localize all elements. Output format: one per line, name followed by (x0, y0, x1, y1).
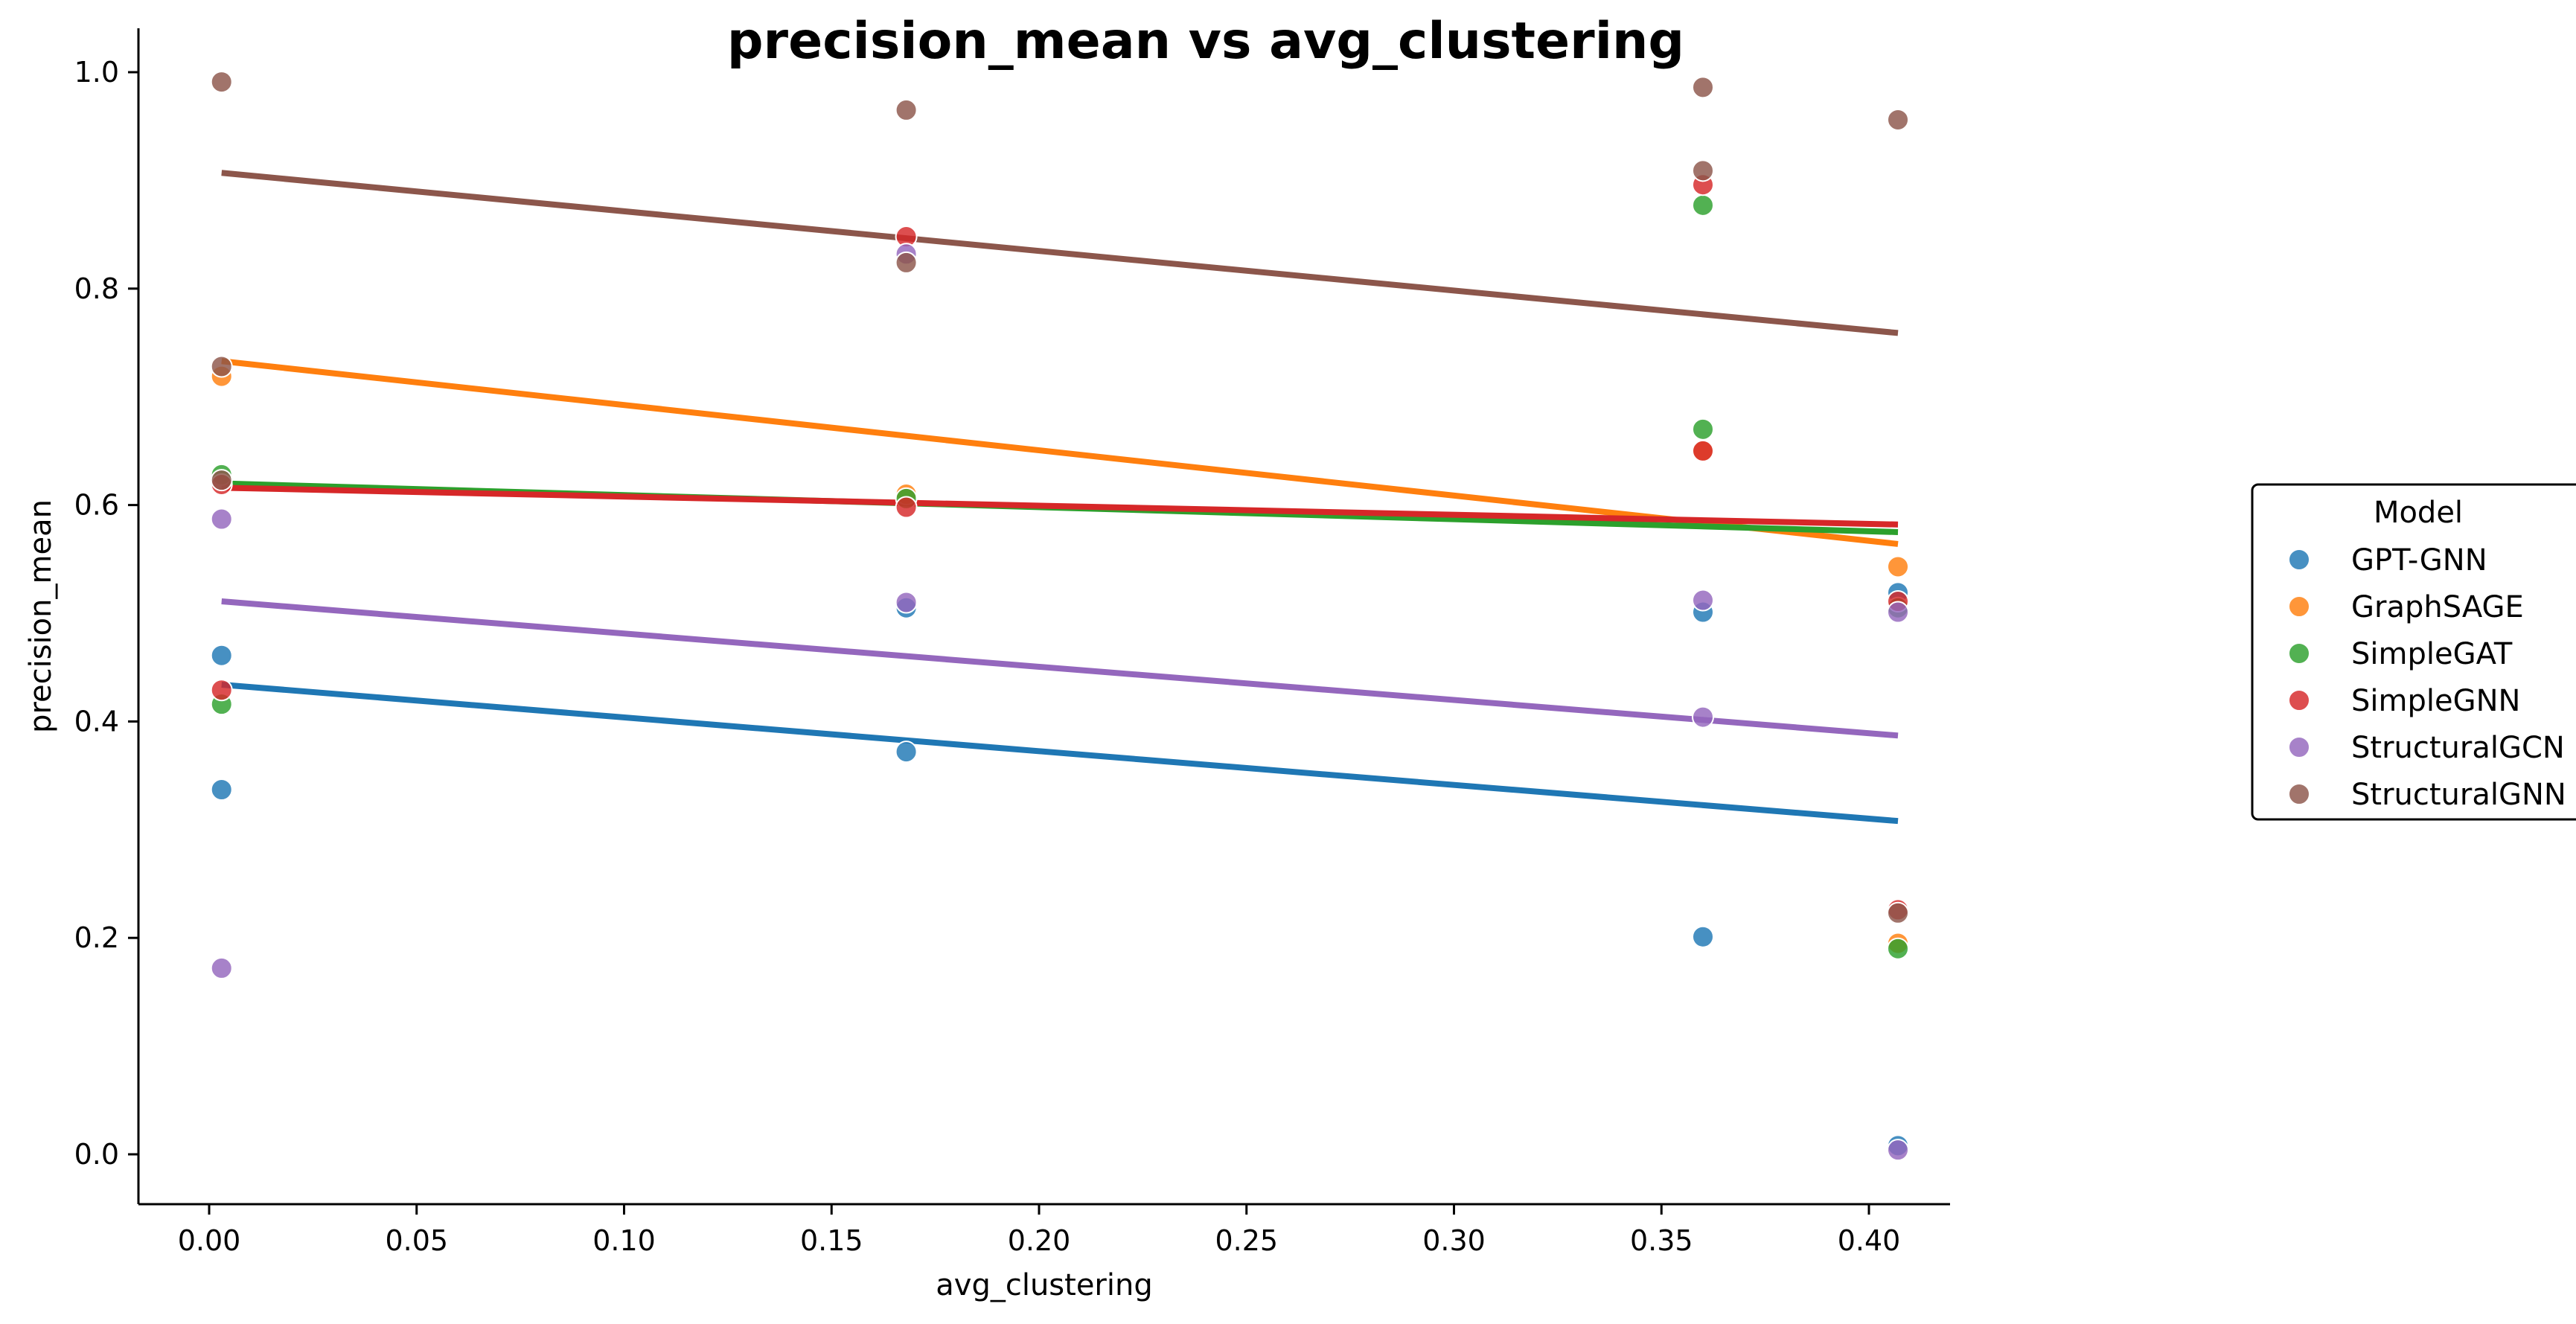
data-point-structuralgnn (210, 355, 233, 378)
data-point-structuralgcn (1887, 601, 1910, 624)
legend-title: Model (2374, 496, 2463, 530)
y-tick-label: 0.4 (74, 705, 119, 738)
y-tick-label: 1.0 (74, 56, 119, 89)
data-point-structuralgnn (895, 98, 918, 121)
data-point-gpt-gnn (895, 741, 918, 764)
y-axis-label: precision_mean (24, 499, 58, 733)
data-point-simplegnn (210, 679, 233, 702)
data-point-structuralgnn (210, 469, 233, 492)
x-tick-label: 0.35 (1630, 1224, 1693, 1257)
legend-label: GPT-GNN (2351, 543, 2487, 578)
data-point-structuralgcn (1887, 1139, 1910, 1162)
data-point-simplegat (1887, 937, 1910, 960)
legend-label: GraphSAGE (2351, 590, 2524, 624)
data-point-gpt-gnn (1692, 925, 1714, 948)
data-point-gpt-gnn (210, 778, 233, 802)
data-point-graphsage (1887, 555, 1910, 578)
data-point-structuralgcn (1692, 706, 1714, 729)
x-tick-label: 0.10 (592, 1224, 656, 1257)
x-tick-label: 0.00 (178, 1224, 241, 1257)
data-points (210, 71, 1910, 1162)
legend-frame (2251, 483, 2576, 821)
x-axis-label: avg_clustering (936, 1268, 1152, 1302)
y-axis-ticks: 0.0 0.2 0.4 0.6 0.8 1.0 (74, 56, 138, 1171)
y-tick-label: 0.8 (74, 272, 119, 305)
trend-line-simplegnn (221, 484, 1899, 528)
data-point-structuralgnn (210, 71, 233, 94)
x-tick-label: 0.25 (1215, 1224, 1278, 1257)
x-tick-label: 0.30 (1422, 1224, 1486, 1257)
legend-label: SimpleGAT (2351, 637, 2513, 671)
x-tick-label: 0.05 (385, 1224, 448, 1257)
trend-line-structuralgnn (221, 170, 1899, 336)
data-point-structuralgcn (895, 591, 918, 614)
data-point-simplegnn (1692, 439, 1714, 462)
data-point-simplegat (1692, 194, 1714, 217)
chart-title: precision_mean vs avg_clustering (727, 12, 1684, 71)
legend-marker (2288, 549, 2310, 571)
legend-label: StructuralGCN (2351, 731, 2565, 765)
trend-line-graphsage (221, 358, 1899, 547)
data-point-structuralgnn (895, 251, 918, 274)
data-point-structuralgnn (1692, 159, 1714, 182)
y-tick-label: 0.6 (74, 489, 119, 522)
x-tick-label: 0.20 (1008, 1224, 1071, 1257)
data-point-structuralgcn (210, 508, 233, 531)
data-point-gpt-gnn (210, 644, 233, 667)
data-point-simplegnn (895, 496, 918, 519)
legend-marker (2288, 736, 2310, 758)
x-axis-ticks: 0.00 0.05 0.10 0.15 0.20 0.25 0.30 0.35 0.40 (178, 1204, 1901, 1257)
legend-marker (2288, 783, 2310, 805)
data-point-structuralgcn (210, 956, 233, 979)
legend-marker (2288, 642, 2310, 665)
legend: Model GPT-GNN GraphSAGE SimpleGAT SimpleGNN… (2251, 483, 2576, 821)
y-tick-label: 0.2 (74, 921, 119, 954)
data-point-structuralgnn (1887, 901, 1910, 924)
legend-marker (2288, 689, 2310, 711)
legend-marker (2288, 595, 2310, 618)
data-point-simplegat (1692, 418, 1714, 441)
y-tick-label: 0.0 (74, 1138, 119, 1171)
x-tick-label: 0.40 (1838, 1224, 1901, 1257)
data-point-structuralgcn (1692, 589, 1714, 612)
legend-label: StructuralGNN (2351, 778, 2566, 812)
trend-line-structuralgcn (221, 598, 1899, 739)
x-tick-label: 0.15 (800, 1224, 863, 1257)
legend-label: SimpleGNN (2351, 684, 2520, 718)
trend-lines (221, 170, 1899, 825)
data-point-structuralgnn (1692, 76, 1714, 99)
trend-line-gpt-gnn (221, 681, 1899, 825)
data-point-structuralgnn (1887, 108, 1910, 131)
